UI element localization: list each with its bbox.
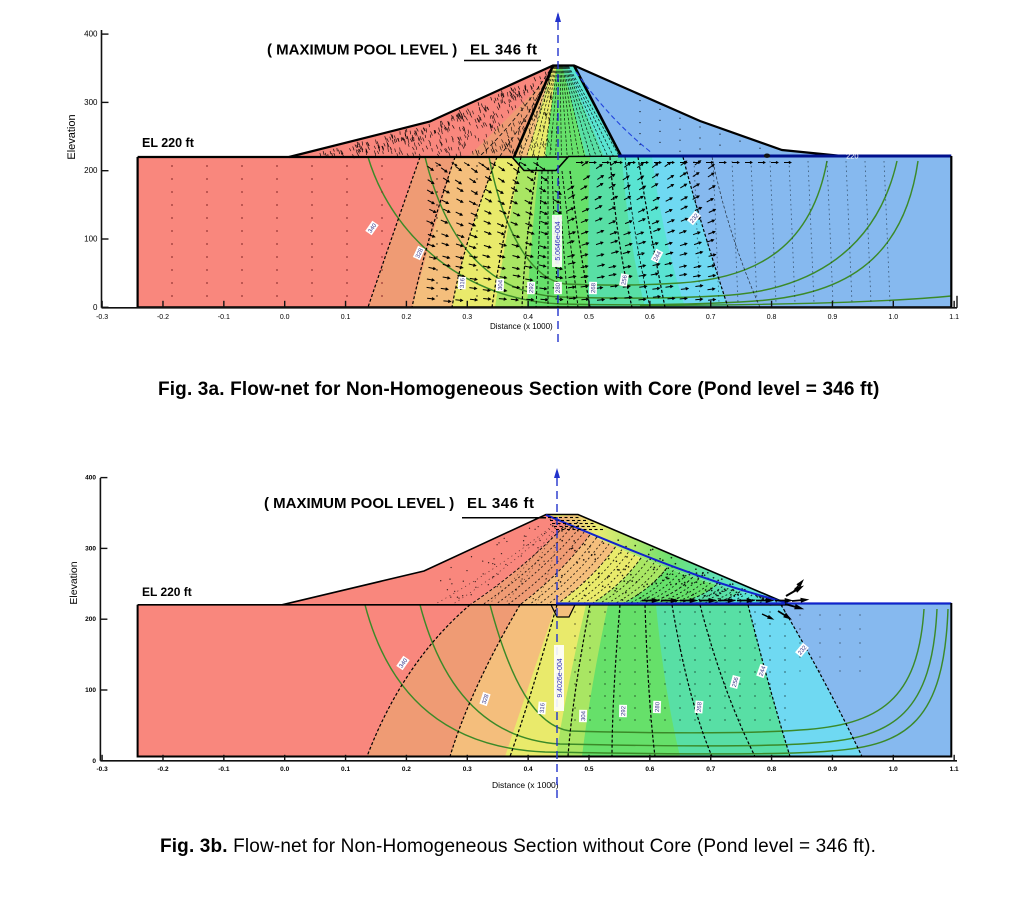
- svg-text:232: 232: [797, 644, 808, 656]
- svg-text:Elevation: Elevation: [68, 561, 80, 604]
- svg-text:Fig. 3a. Flow-net for Non-Homo: Fig. 3a. Flow-net for Non-Homogeneous Se…: [158, 379, 879, 400]
- svg-text:340: 340: [368, 222, 379, 234]
- svg-text:EL 220 ft: EL 220 ft: [142, 136, 195, 150]
- svg-text:EL 220 ft: EL 220 ft: [142, 585, 192, 599]
- svg-text:0: 0: [93, 303, 98, 312]
- svg-text:316: 316: [540, 702, 547, 713]
- svg-text:1.1: 1.1: [950, 766, 959, 773]
- svg-text:EL 346 ft: EL 346 ft: [470, 42, 538, 59]
- svg-text:0.2: 0.2: [402, 314, 412, 321]
- svg-text:292: 292: [529, 282, 535, 293]
- svg-text:0.9: 0.9: [828, 766, 837, 773]
- svg-text:0: 0: [92, 758, 96, 765]
- svg-text:0.1: 0.1: [341, 314, 351, 321]
- svg-text:0.8: 0.8: [767, 314, 777, 321]
- svg-text:Distance (x 1000): Distance (x 1000): [490, 322, 553, 331]
- svg-text:244: 244: [759, 665, 768, 677]
- svg-text:5.0646e-004: 5.0646e-004: [555, 221, 562, 260]
- svg-text:200: 200: [85, 616, 96, 623]
- svg-text:0.7: 0.7: [706, 766, 715, 773]
- svg-text:0.0: 0.0: [280, 766, 289, 773]
- svg-text:1.0: 1.0: [889, 766, 898, 773]
- svg-text:0.3: 0.3: [463, 766, 472, 773]
- svg-text:( MAXIMUM POOL LEVEL ): ( MAXIMUM POOL LEVEL ): [264, 495, 454, 512]
- svg-text:0.9: 0.9: [828, 314, 838, 321]
- svg-text:244: 244: [653, 250, 663, 262]
- svg-text:0.7: 0.7: [706, 314, 716, 321]
- svg-text:9.4026e-004: 9.4026e-004: [557, 658, 564, 697]
- svg-text:292: 292: [621, 705, 627, 716]
- svg-text:1.1: 1.1: [949, 314, 959, 321]
- svg-text:256: 256: [732, 676, 741, 688]
- svg-text:304: 304: [581, 710, 587, 721]
- svg-text:328: 328: [482, 693, 491, 705]
- svg-text:0.5: 0.5: [584, 314, 594, 321]
- svg-text:( MAXIMUM POOL LEVEL ): ( MAXIMUM POOL LEVEL ): [267, 42, 457, 59]
- svg-text:328: 328: [415, 247, 425, 259]
- svg-text:340: 340: [399, 657, 410, 669]
- svg-text:0.8: 0.8: [767, 766, 776, 773]
- svg-text:300: 300: [85, 545, 96, 552]
- svg-text:-0.2: -0.2: [157, 314, 169, 321]
- svg-text:-0.1: -0.1: [218, 314, 230, 321]
- svg-text:1.0: 1.0: [888, 314, 898, 321]
- svg-text:0.6: 0.6: [645, 314, 655, 321]
- svg-text:316: 316: [460, 277, 467, 288]
- svg-text:400: 400: [84, 30, 98, 39]
- svg-text:0.1: 0.1: [341, 766, 350, 773]
- svg-text:232: 232: [689, 212, 700, 224]
- svg-text:0.4: 0.4: [523, 314, 533, 321]
- svg-text:-0.3: -0.3: [96, 314, 108, 321]
- svg-text:Distance (x 1000): Distance (x 1000): [492, 780, 559, 790]
- svg-text:0.2: 0.2: [402, 766, 411, 773]
- svg-text:-0.3: -0.3: [97, 766, 109, 773]
- svg-text:280: 280: [556, 282, 562, 293]
- svg-text:-0.1: -0.1: [218, 766, 230, 773]
- svg-text:Fig. 3b. Flow-net for Non-Homo: Fig. 3b. Flow-net for Non-Homogeneous Se…: [160, 836, 876, 857]
- svg-text:0.0: 0.0: [280, 314, 290, 321]
- svg-text:220: 220: [846, 152, 859, 161]
- svg-text:100: 100: [85, 687, 96, 694]
- svg-text:256: 256: [621, 274, 629, 286]
- svg-text:300: 300: [84, 98, 98, 107]
- svg-text:0.4: 0.4: [524, 766, 533, 773]
- svg-text:268: 268: [697, 701, 704, 712]
- svg-text:400: 400: [85, 475, 96, 482]
- svg-text:200: 200: [84, 166, 98, 175]
- svg-text:304: 304: [498, 279, 504, 290]
- svg-text:268: 268: [591, 282, 597, 293]
- svg-text:0.5: 0.5: [584, 766, 593, 773]
- svg-text:Elevation: Elevation: [66, 114, 78, 159]
- svg-text:EL 346 ft: EL 346 ft: [467, 495, 535, 512]
- svg-text:280: 280: [655, 701, 661, 712]
- svg-text:100: 100: [84, 235, 98, 244]
- svg-text:0.6: 0.6: [645, 766, 654, 773]
- svg-text:-0.2: -0.2: [157, 766, 169, 773]
- svg-text:0.3: 0.3: [462, 314, 472, 321]
